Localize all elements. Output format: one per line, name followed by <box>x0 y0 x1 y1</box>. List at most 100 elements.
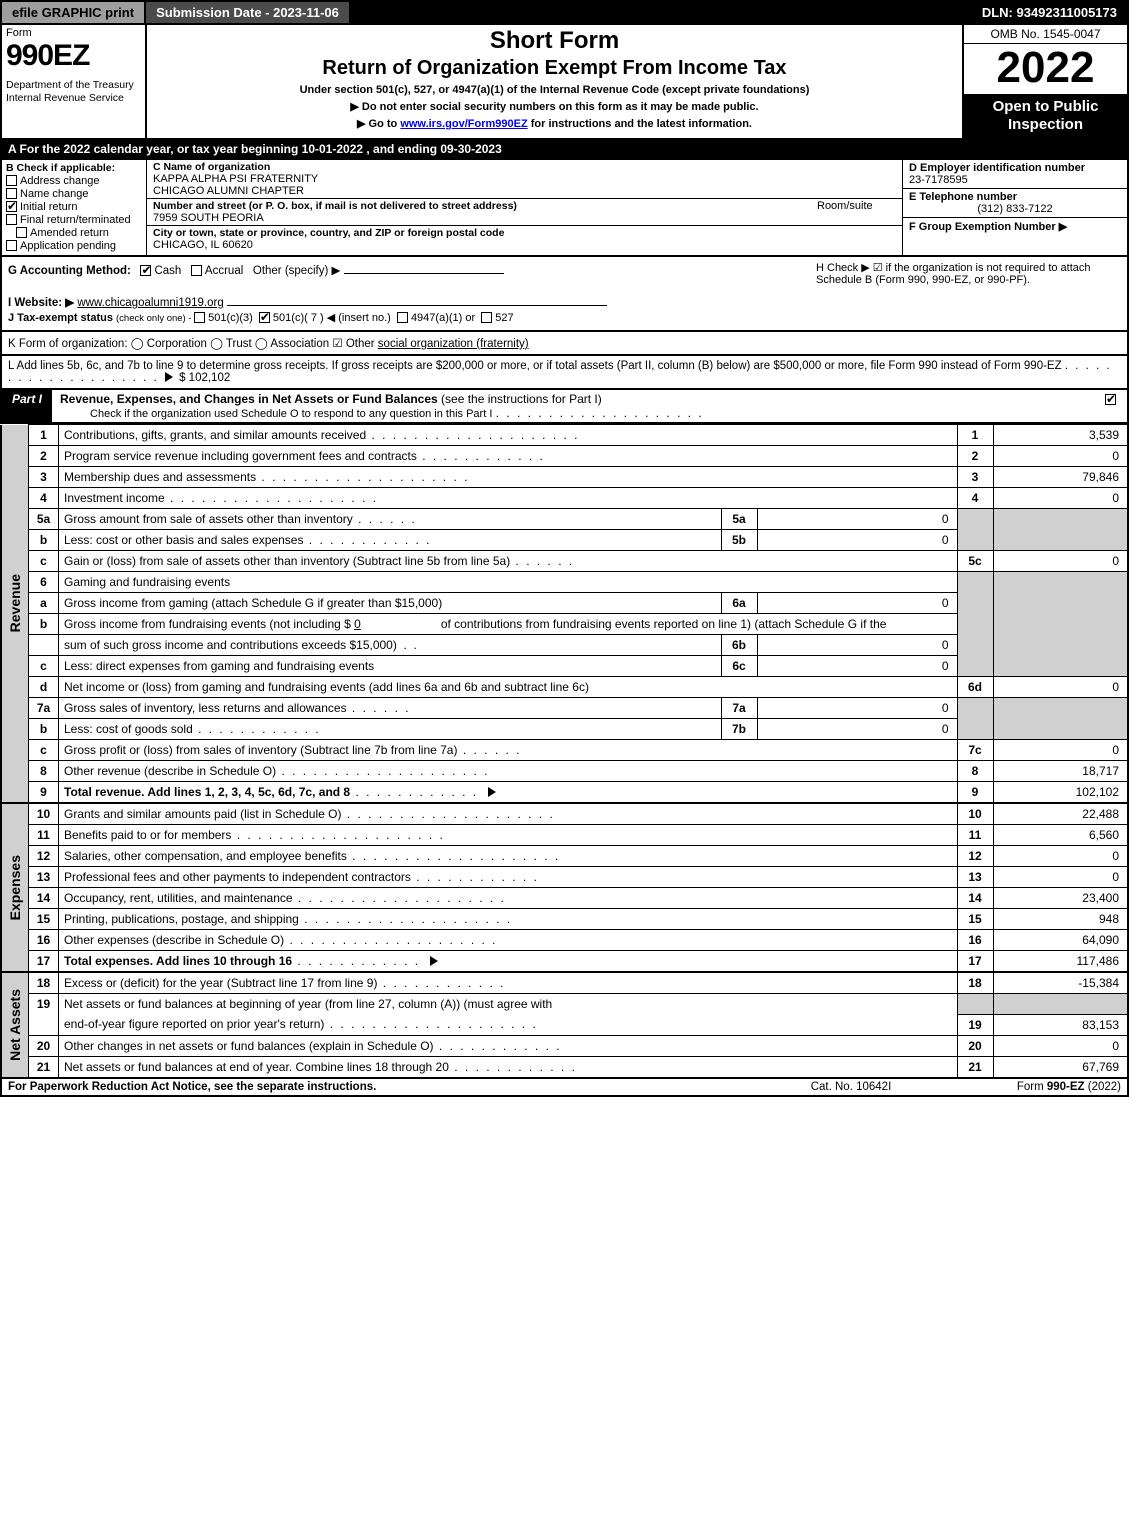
opt-name-change[interactable]: Name change <box>6 188 142 200</box>
l5-shade2 <box>993 509 1128 551</box>
l9-desc: Total revenue. Add lines 1, 2, 3, 4, 5c,… <box>59 782 958 804</box>
l6a-desc: Gross income from gaming (attach Schedul… <box>59 593 722 614</box>
i-website-blank <box>227 305 607 306</box>
g-cash-checkbox[interactable] <box>140 265 151 276</box>
l3-rnum: 3 <box>957 467 993 488</box>
opt-final-return[interactable]: Final return/terminated <box>6 214 142 226</box>
netassets-sidelabel-text: Net Assets <box>7 989 23 1061</box>
j-527-label: 527 <box>495 312 513 324</box>
netassets-sidelabel: Net Assets <box>1 972 29 1078</box>
header-right: OMB No. 1545-0047 2022 Open to Public In… <box>962 25 1127 138</box>
l13-desc: Professional fees and other payments to … <box>59 867 958 888</box>
l7a-midnum: 7a <box>721 698 757 719</box>
l19-shade2 <box>993 994 1128 1015</box>
dln-label: DLN: 93492311005173 <box>972 2 1127 23</box>
warn2-post: for instructions and the latest informat… <box>528 118 752 130</box>
footer-right-bold: 990-EZ <box>1047 1081 1085 1093</box>
l7b-num: b <box>29 719 59 740</box>
l6b-midval: 0 <box>757 635 957 656</box>
street-val: 7959 SOUTH PEORIA <box>153 212 896 224</box>
d-val: 23-7178595 <box>909 174 1121 186</box>
l7b-desc: Less: cost of goods sold <box>59 719 722 740</box>
i-website[interactable]: www.chicagoalumni1919.org <box>77 297 223 309</box>
open-to-public: Open to Public Inspection <box>964 94 1127 138</box>
l13-num: 13 <box>29 867 59 888</box>
j-501c-label: 501(c)( 7 ) ◀ (insert no.) <box>273 312 391 324</box>
k-other-val: social organization (fraternity) <box>378 338 529 350</box>
l5a-midnum: 5a <box>721 509 757 530</box>
section-ghij: G Accounting Method: Cash Accrual Other … <box>0 257 1129 332</box>
l6c-desc: Less: direct expenses from gaming and fu… <box>59 656 722 677</box>
l6b2-desc: sum of such gross income and contributio… <box>59 635 722 656</box>
l19-shade <box>957 994 993 1015</box>
l11-num: 11 <box>29 825 59 846</box>
l14-rnum: 14 <box>957 888 993 909</box>
l5b-midval: 0 <box>757 530 957 551</box>
section-c: C Name of organization KAPPA ALPHA PSI F… <box>147 160 902 255</box>
opt-address-change[interactable]: Address change <box>6 175 142 187</box>
l7c-rval: 0 <box>993 740 1128 761</box>
l19-rnum: 19 <box>957 1014 993 1035</box>
l5b-midnum: 5b <box>721 530 757 551</box>
l7-shade2 <box>993 698 1128 740</box>
part1-checkbox[interactable] <box>1105 394 1116 405</box>
l7c-desc: Gross profit or (loss) from sales of inv… <box>59 740 958 761</box>
l6b-pre: Gross income from fundraising events (no… <box>64 617 354 631</box>
l18-rval: -15,384 <box>993 972 1128 994</box>
j-527-checkbox[interactable] <box>481 312 492 323</box>
opt-address-change-label: Address change <box>20 175 100 187</box>
g-accrual-label: Accrual <box>205 265 243 277</box>
l16-rnum: 16 <box>957 930 993 951</box>
l19-desc2: end-of-year figure reported on prior yea… <box>59 1014 958 1035</box>
l7a-desc: Gross sales of inventory, less returns a… <box>59 698 722 719</box>
l20-desc: Other changes in net assets or fund bala… <box>59 1035 958 1056</box>
org-name-2: CHICAGO ALUMNI CHAPTER <box>153 185 896 197</box>
section-l: L Add lines 5b, 6c, and 7b to line 9 to … <box>0 356 1129 390</box>
l1-desc: Contributions, gifts, grants, and simila… <box>59 425 958 446</box>
l3-desc: Membership dues and assessments <box>59 467 958 488</box>
form-title: Return of Organization Exempt From Incom… <box>153 57 956 80</box>
l12-desc: Salaries, other compensation, and employ… <box>59 846 958 867</box>
j-501c3-checkbox[interactable] <box>194 312 205 323</box>
l6d-desc: Net income or (loss) from gaming and fun… <box>59 677 958 698</box>
section-def: D Employer identification number 23-7178… <box>902 160 1127 255</box>
revenue-sidelabel-end <box>1 782 29 804</box>
opt-amended-return[interactable]: Amended return <box>16 227 142 239</box>
l15-rnum: 15 <box>957 909 993 930</box>
g-other-label: Other (specify) ▶ <box>253 265 340 277</box>
l6-desc: Gaming and fundraising events <box>59 572 958 593</box>
l11-rnum: 11 <box>957 825 993 846</box>
part1-check-line: Check if the organization used Schedule … <box>60 408 492 420</box>
opt-application-pending[interactable]: Application pending <box>6 240 142 252</box>
l14-num: 14 <box>29 888 59 909</box>
l6b-midnum: 6b <box>721 635 757 656</box>
footer-right-pre: Form <box>1017 1081 1047 1093</box>
header-left: Form 990EZ Department of the Treasury In… <box>2 25 147 138</box>
j-4947-checkbox[interactable] <box>397 312 408 323</box>
opt-final-return-label: Final return/terminated <box>20 214 131 226</box>
l21-rnum: 21 <box>957 1056 993 1078</box>
irs-link[interactable]: www.irs.gov/Form990EZ <box>400 118 527 130</box>
line-i: I Website: ▶ www.chicagoalumni1919.org <box>8 295 1121 309</box>
l4-rnum: 4 <box>957 488 993 509</box>
l7c-num: c <box>29 740 59 761</box>
expenses-sidelabel-text: Expenses <box>7 855 23 920</box>
opt-initial-return[interactable]: Initial return <box>6 201 142 213</box>
expenses-sidelabel: Expenses <box>1 803 29 972</box>
top-bar: efile GRAPHIC print Submission Date - 20… <box>0 0 1129 25</box>
submission-date-pill: Submission Date - 2023-11-06 <box>146 2 351 23</box>
l8-rnum: 8 <box>957 761 993 782</box>
l17-desc: Total expenses. Add lines 10 through 16 <box>59 951 958 973</box>
l2-rval: 0 <box>993 446 1128 467</box>
l6b-post: of contributions from fundraising events… <box>441 617 887 631</box>
efile-print-pill[interactable]: efile GRAPHIC print <box>2 2 146 23</box>
g-other-blank[interactable] <box>344 273 504 274</box>
topbar-spacer <box>351 2 972 23</box>
section-k: K Form of organization: ◯ Corporation ◯ … <box>0 332 1129 356</box>
l11-rval: 6,560 <box>993 825 1128 846</box>
l5c-rval: 0 <box>993 551 1128 572</box>
j-501c-checkbox[interactable] <box>259 312 270 323</box>
l5b-num: b <box>29 530 59 551</box>
l6-shade <box>957 572 993 677</box>
g-accrual-checkbox[interactable] <box>191 265 202 276</box>
